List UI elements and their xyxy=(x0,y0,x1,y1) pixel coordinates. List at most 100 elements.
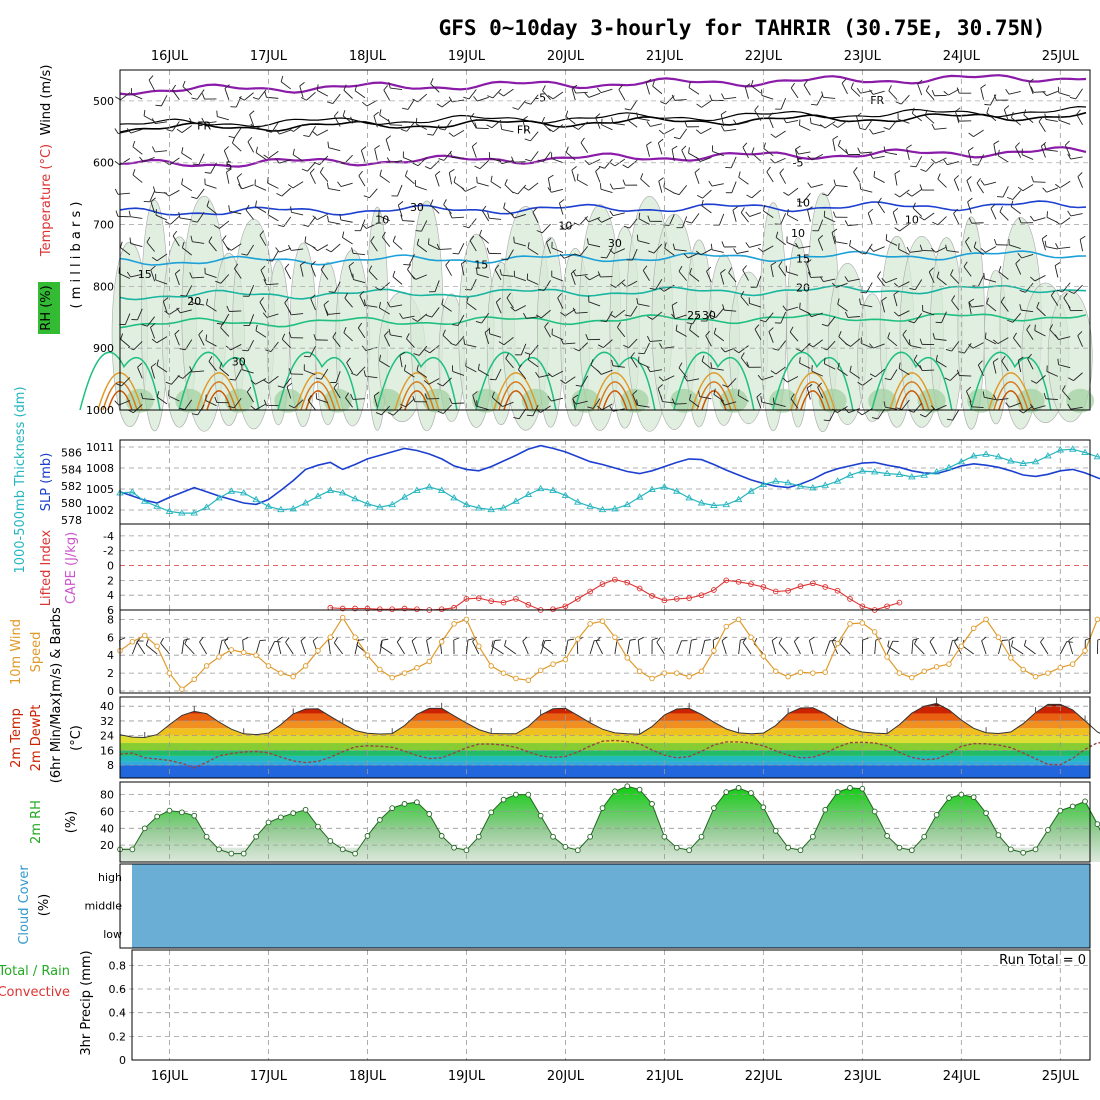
label-cloud-unit: (%) xyxy=(37,894,52,917)
upper-wind-barb xyxy=(873,176,885,183)
upper-wind-barb-feather xyxy=(527,242,530,249)
upper-wind-barb-feather xyxy=(327,141,330,148)
wind-speed-point xyxy=(364,652,371,658)
upper-wind-barb-feather xyxy=(647,316,653,320)
upper-wind-barb xyxy=(378,215,390,222)
upper-wind-barb xyxy=(230,243,242,251)
surface-wind-barb xyxy=(981,640,987,655)
upper-wind-barb-feather xyxy=(535,314,542,319)
upper-wind-barb xyxy=(576,179,588,186)
upper-wind-barb-feather xyxy=(877,197,882,204)
surface-wind-barb-feather xyxy=(184,638,188,644)
upper-wind-barb-feather xyxy=(190,296,193,303)
upper-wind-barb-feather xyxy=(310,261,316,266)
rh-point xyxy=(376,817,383,823)
wind-speed-point xyxy=(921,668,927,675)
isotherm-25 xyxy=(871,351,953,411)
thickness-point xyxy=(215,494,223,501)
upper-wind-barb xyxy=(786,271,799,276)
upper-wind-barb xyxy=(912,207,923,217)
upper-wind-barb xyxy=(700,127,712,135)
wind-speed-point xyxy=(290,673,296,680)
li-point xyxy=(810,580,816,587)
upper-wind-barb xyxy=(1013,337,1022,348)
thickness-point xyxy=(153,502,161,509)
upper-wind-barb-feather xyxy=(925,85,930,91)
surface-wind-barb xyxy=(954,641,962,655)
upper-wind-barb-feather xyxy=(630,352,635,358)
upper-wind-barb xyxy=(514,213,526,219)
upper-wind-barb xyxy=(233,397,242,409)
upper-wind-barb xyxy=(817,219,824,231)
upper-wind-barb xyxy=(872,130,885,135)
upper-wind-barb xyxy=(353,252,366,256)
upper-wind-barb-feather xyxy=(969,400,973,407)
upper-wind-barb xyxy=(390,87,403,90)
upper-wind-barb-feather xyxy=(721,93,725,100)
upper-wind-barb-feather xyxy=(1023,109,1027,116)
upper-wind-barb xyxy=(317,129,329,136)
label-2m-rh: 2m RH xyxy=(29,800,44,844)
label-thickness: 1000-500mb Thickness (dm) xyxy=(13,386,28,573)
upper-wind-barb xyxy=(170,215,180,225)
upper-wind-barb-feather xyxy=(710,243,713,250)
upper-wind-barb xyxy=(259,235,267,246)
upper-wind-barb xyxy=(881,300,886,313)
upper-wind-barb xyxy=(829,409,836,421)
upper-wind-barb xyxy=(530,131,539,142)
rh-point xyxy=(970,794,977,801)
upper-wind-barb-feather xyxy=(1015,142,1020,148)
upper-wind-barb-feather xyxy=(1056,289,1063,293)
upper-wind-barb-feather xyxy=(348,261,355,267)
upper-wind-barb xyxy=(578,121,588,130)
upper-wind-barb-feather xyxy=(1010,111,1014,118)
upper-wind-barb-feather xyxy=(373,391,380,397)
upper-wind-barb-feather xyxy=(977,360,983,366)
thickness-point xyxy=(326,486,335,493)
warm-contour xyxy=(696,381,732,411)
upper-wind-barb xyxy=(356,366,366,376)
upper-wind-barb-feather xyxy=(280,75,284,82)
upper-wind-barb xyxy=(143,115,155,122)
upper-wind-barb xyxy=(790,87,799,99)
upper-wind-barb xyxy=(174,333,180,346)
upper-wind-barb-feather xyxy=(400,128,407,132)
upper-wind-barb-feather xyxy=(114,400,120,406)
upper-wind-barb-feather xyxy=(363,195,370,199)
rh-point xyxy=(562,843,569,850)
wind-speed-point xyxy=(772,668,779,675)
upper-wind-barb xyxy=(520,343,527,356)
surface-wind-barb xyxy=(676,640,682,655)
thickness-point xyxy=(697,499,706,506)
upper-wind-barb xyxy=(687,378,700,382)
upper-wind-barb xyxy=(917,83,923,96)
upper-wind-barb-feather xyxy=(799,302,801,309)
upper-wind-barb-feather xyxy=(166,129,173,132)
upper-wind-barb-feather xyxy=(807,311,812,317)
upper-wind-barb-feather xyxy=(400,403,406,408)
wind-tick: 8 xyxy=(107,613,114,626)
upper-wind-barb-feather xyxy=(426,314,433,318)
upper-wind-barb-feather xyxy=(770,370,777,375)
upper-wind-barb-feather xyxy=(1029,403,1035,410)
upper-wind-barb-feather xyxy=(867,208,874,214)
upper-wind-barb xyxy=(849,371,861,379)
upper-wind-barb xyxy=(342,115,353,124)
surface-wind-barb xyxy=(540,640,546,655)
upper-wind-barb-feather xyxy=(894,227,900,232)
upper-wind-barb xyxy=(657,142,663,155)
upper-wind-barb xyxy=(540,405,551,413)
upper-wind-barb xyxy=(1058,246,1071,250)
upper-wind-barb xyxy=(629,218,638,229)
upper-wind-barb-feather xyxy=(449,151,453,158)
wind-speed-point xyxy=(797,669,804,675)
upper-wind-barb-feather xyxy=(1019,304,1022,311)
surface-wind-barb xyxy=(589,640,595,655)
upper-wind-barb xyxy=(885,151,898,155)
upper-wind-barb-feather xyxy=(234,263,239,269)
label-slp: SLP (mb) xyxy=(39,453,54,512)
upper-wind-barb xyxy=(570,273,576,285)
rh-point xyxy=(723,789,730,795)
upper-wind-barb-feather xyxy=(698,390,701,397)
li-point xyxy=(834,587,841,594)
